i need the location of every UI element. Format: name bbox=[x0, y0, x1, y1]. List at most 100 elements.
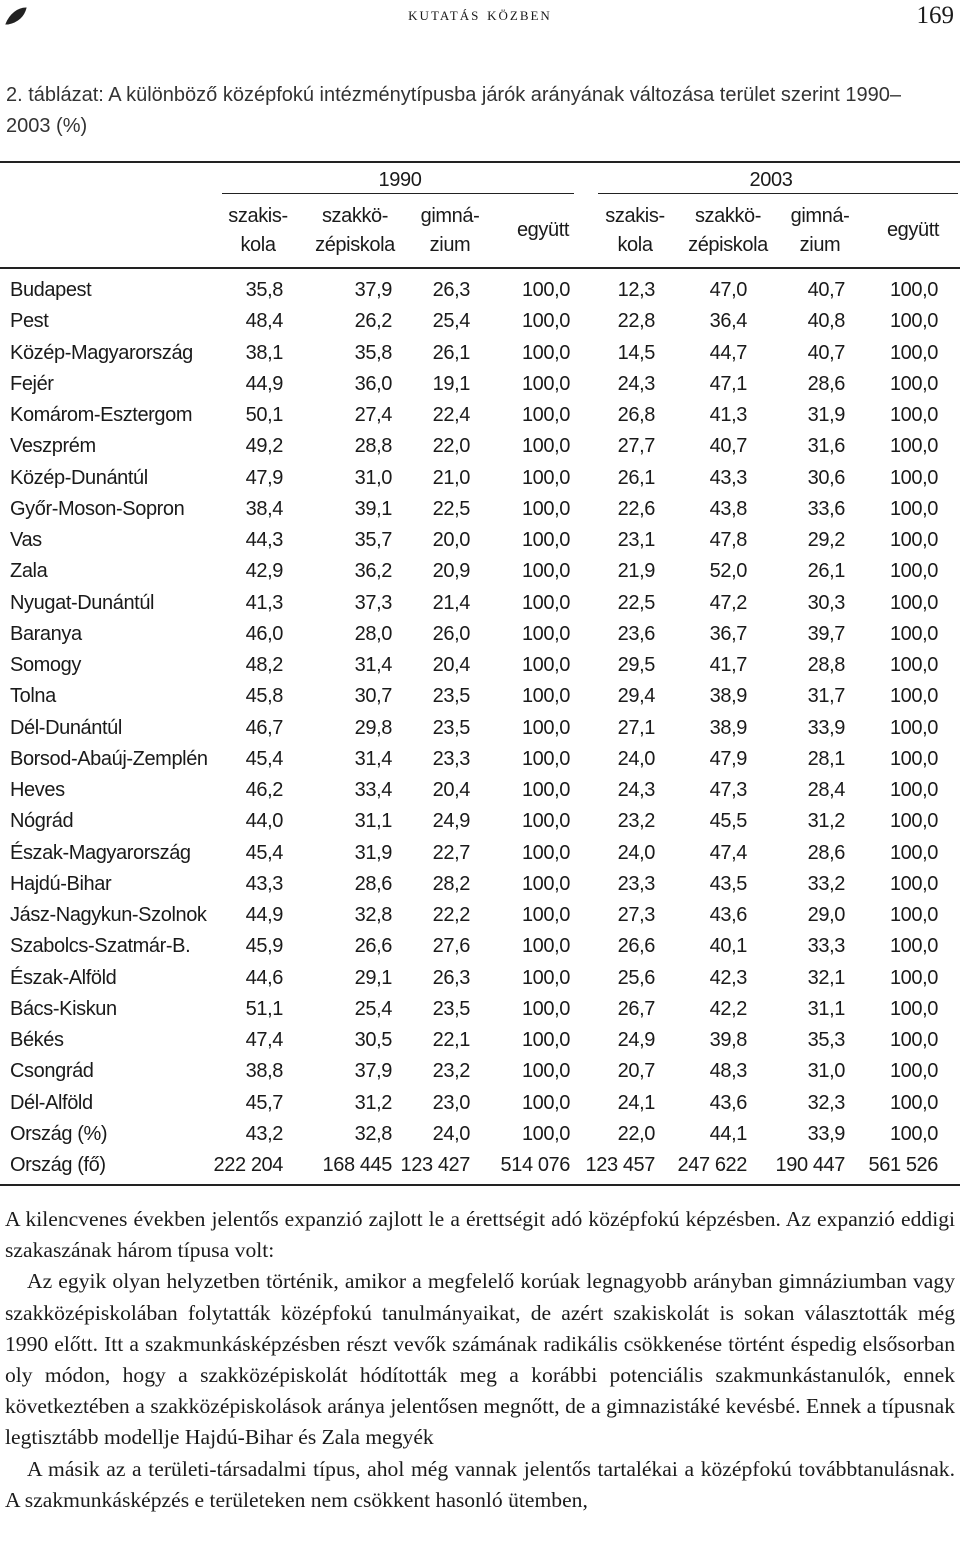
cell: 37,3 bbox=[354, 591, 393, 614]
row-label: Heves bbox=[10, 779, 65, 801]
cell: 26,3 bbox=[432, 966, 471, 989]
page-number: 169 bbox=[916, 2, 955, 29]
cell: 47,3 bbox=[709, 779, 748, 801]
cell: 20,4 bbox=[432, 779, 471, 801]
cell: 31,2 bbox=[807, 810, 846, 833]
row-label: Vas bbox=[10, 529, 42, 551]
paragraph: A másik az a területi-társadalmi típus, … bbox=[5, 1456, 955, 1512]
cell: 100,0 bbox=[521, 810, 570, 833]
cell: 100,0 bbox=[889, 997, 938, 1020]
column-header: együtt bbox=[853, 216, 960, 245]
cell: 32,8 bbox=[354, 904, 393, 926]
cell: 100,0 bbox=[521, 341, 570, 364]
cell: 38,4 bbox=[245, 497, 284, 520]
cell: 100,0 bbox=[521, 1091, 570, 1114]
cell: 24,9 bbox=[432, 810, 471, 833]
cell: 100,0 bbox=[521, 1122, 570, 1145]
cell: 45,8 bbox=[245, 685, 284, 708]
cell: 45,5 bbox=[709, 810, 748, 833]
cell: 20,4 bbox=[432, 654, 471, 676]
cell: 40,7 bbox=[709, 435, 748, 458]
cell: 47,9 bbox=[709, 747, 748, 770]
cell: 100,0 bbox=[521, 560, 570, 583]
column-header-line: együtt bbox=[516, 219, 570, 241]
cell: 23,0 bbox=[432, 1091, 471, 1114]
cell: 33,6 bbox=[807, 497, 846, 520]
row-label: Közép-Magyarország bbox=[10, 341, 193, 364]
cell: 26,8 bbox=[617, 404, 656, 426]
row-label: Bács-Kiskun bbox=[10, 997, 117, 1020]
cell: 24,0 bbox=[617, 841, 656, 864]
cell: 19,1 bbox=[432, 372, 471, 395]
cell: 31,4 bbox=[354, 654, 393, 676]
cell: 42,2 bbox=[709, 997, 748, 1020]
cell: 28,4 bbox=[807, 779, 846, 801]
cell: 26,1 bbox=[617, 466, 656, 489]
row-label: Dél-Dunántúl bbox=[10, 716, 122, 739]
cell: 47,0 bbox=[709, 279, 748, 301]
row-label: Fejér bbox=[10, 372, 54, 395]
row-label: Baranya bbox=[10, 622, 82, 645]
group-header: 1990 bbox=[378, 169, 422, 191]
column-header-line: szakkö- bbox=[321, 205, 389, 227]
cell: 24,3 bbox=[617, 372, 656, 395]
cell: 22,7 bbox=[432, 841, 471, 864]
cell: 24,0 bbox=[617, 747, 656, 770]
column-header: szakkö-zépiskola bbox=[295, 202, 415, 260]
cell: 222 204 bbox=[213, 1154, 284, 1176]
cell: 100,0 bbox=[889, 1091, 938, 1114]
cell: 100,0 bbox=[889, 466, 938, 489]
row-label: Tolna bbox=[10, 685, 56, 708]
cell: 100,0 bbox=[521, 372, 570, 395]
cell: 22,5 bbox=[432, 497, 471, 520]
row-label: Pest bbox=[10, 310, 49, 333]
row-label: Csongrád bbox=[10, 1060, 94, 1083]
rule bbox=[0, 1184, 960, 1186]
cell: 100,0 bbox=[521, 310, 570, 333]
cell: 44,0 bbox=[245, 810, 284, 833]
cell: 43,8 bbox=[709, 497, 748, 520]
cell: 100,0 bbox=[521, 435, 570, 458]
cell: 25,6 bbox=[617, 966, 656, 989]
cell: 33,9 bbox=[807, 716, 846, 739]
cell: 47,4 bbox=[709, 841, 748, 864]
cell: 31,9 bbox=[807, 404, 846, 426]
cell: 100,0 bbox=[889, 966, 938, 989]
cell: 37,9 bbox=[354, 279, 393, 301]
column-header-line: együtt bbox=[886, 219, 940, 241]
row-label: Komárom-Esztergom bbox=[10, 404, 193, 426]
cell: 31,9 bbox=[354, 841, 393, 864]
column-header-line: szakkö- bbox=[694, 205, 762, 227]
cell: 46,7 bbox=[245, 716, 284, 739]
cell: 28,6 bbox=[354, 872, 393, 895]
cell: 29,2 bbox=[807, 529, 846, 551]
cell: 32,1 bbox=[807, 966, 846, 989]
cell: 100,0 bbox=[521, 279, 570, 301]
cell: 31,6 bbox=[807, 435, 846, 458]
cell: 27,7 bbox=[617, 435, 656, 458]
cell: 32,3 bbox=[807, 1091, 846, 1114]
cell: 100,0 bbox=[889, 404, 938, 426]
cell: 100,0 bbox=[521, 404, 570, 426]
row-label: Borsod-Abaúj-Zemplén bbox=[10, 747, 208, 770]
cell: 48,3 bbox=[709, 1060, 748, 1083]
cell: 24,0 bbox=[432, 1122, 471, 1145]
cell: 35,7 bbox=[354, 529, 393, 551]
column-header-line: szakis- bbox=[228, 205, 288, 227]
cell: 100,0 bbox=[889, 685, 938, 708]
cell: 561 526 bbox=[868, 1154, 939, 1176]
cell: 29,4 bbox=[617, 685, 656, 708]
cell: 47,1 bbox=[709, 372, 748, 395]
cell: 247 622 bbox=[677, 1154, 748, 1176]
cell: 47,4 bbox=[245, 1029, 284, 1051]
cell: 36,2 bbox=[354, 560, 393, 583]
cell: 43,5 bbox=[709, 872, 748, 895]
cell: 25,4 bbox=[354, 997, 393, 1020]
cell: 100,0 bbox=[521, 966, 570, 989]
cell: 42,3 bbox=[709, 966, 748, 989]
row-label: Budapest bbox=[10, 279, 92, 301]
cell: 28,8 bbox=[354, 435, 393, 458]
column-header: szakis-kola bbox=[198, 202, 318, 260]
cell: 40,7 bbox=[807, 279, 846, 301]
cell: 36,4 bbox=[709, 310, 748, 333]
